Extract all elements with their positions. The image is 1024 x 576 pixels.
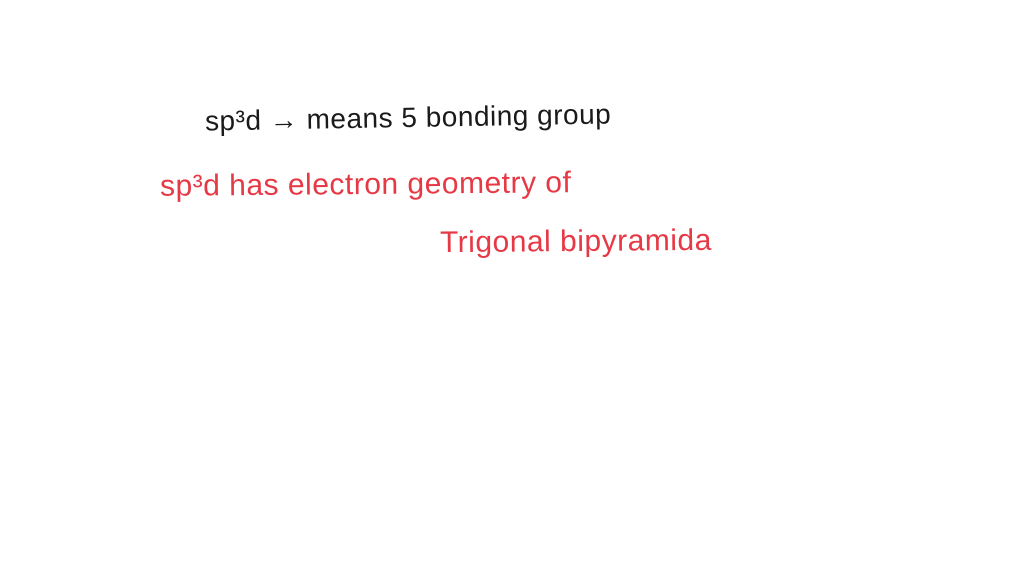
note-line-3: Trigonal bipyramida — [440, 224, 712, 260]
note-line-2: sp³d has electron geometry of — [160, 166, 572, 204]
note-line-1: sp³d → means 5 bonding group — [205, 98, 612, 137]
